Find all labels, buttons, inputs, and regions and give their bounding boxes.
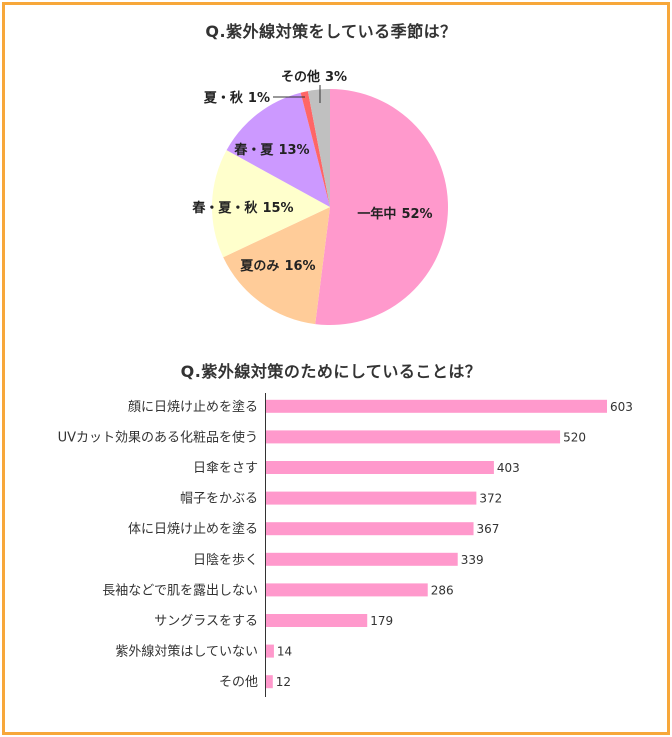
bar-category-label: 帽子をかぶる — [180, 491, 258, 507]
pie-slice-value: 13 — [278, 143, 296, 158]
bar — [266, 644, 274, 658]
pie-labels: 一年中 52% 夏のみ 16% 春・夏・秋 15% 春・夏 13% 夏・秋 1% その他 3% — [191, 69, 432, 274]
pie-slice-value: 15 — [262, 201, 280, 216]
bar — [266, 552, 458, 566]
bar-category-label: その他 — [219, 675, 258, 690]
bar — [266, 614, 368, 627]
pie-slice — [315, 89, 448, 325]
bar — [266, 522, 474, 536]
pie-slice-unit: % — [420, 207, 433, 222]
bar — [266, 583, 428, 597]
bar-value-label: 520 — [563, 430, 586, 444]
pie-data-label: 春・夏・秋 15% — [191, 200, 293, 216]
bar-value-label: 286 — [431, 583, 454, 597]
pie-data-label: 夏・秋 1% — [203, 90, 270, 106]
pie-slice-label: 夏のみ — [239, 259, 279, 274]
bar-value-label: 603 — [610, 400, 633, 414]
bar-value-label: 403 — [497, 461, 520, 475]
bar-category-label: 日陰を歩く — [193, 553, 258, 568]
pie-slice-value: 1 — [248, 91, 257, 106]
pie-chart-title: Q.紫外線対策をしている季節は？ — [205, 22, 456, 41]
bar-value-label: 367 — [477, 522, 500, 536]
pie-slice-unit: % — [334, 70, 347, 85]
pie-slice-label: 一年中 — [357, 206, 396, 222]
pie-slice-unit: % — [303, 259, 316, 274]
bar-category-label: UVカット効果のある化粧品を使う — [58, 429, 258, 445]
bar-category-label: 長袖などで肌を露出しない — [102, 583, 258, 598]
pie-slice — [307, 89, 330, 207]
bar — [266, 399, 607, 413]
pie-data-label: 夏のみ 16% — [239, 259, 315, 274]
pie-data-label: 一年中 52% — [357, 206, 432, 222]
bar-category-label: 体に日焼け止めを塗る — [128, 521, 258, 537]
bar-rows: 顔に日焼け止めを塗る 603 UVカット効果のある化粧品を使う 520 日傘をさす 403… — [58, 399, 633, 690]
bar-category-label: 日傘をさす — [193, 461, 258, 476]
pie-data-label: その他 3% — [281, 69, 347, 85]
bar-chart: Q.紫外線対策のためにしていることは？ 顔に日焼け止めを塗る 603 UVカット効果… — [58, 362, 633, 697]
pie-slice — [223, 207, 330, 325]
bar-category-label: 紫外線対策はしていない — [115, 644, 258, 660]
bar-value-label: 14 — [277, 645, 292, 659]
bar-category-label: 顔に日焼け止めを塗る — [128, 399, 258, 415]
pie-slice-label: その他 — [281, 69, 320, 85]
bar — [266, 491, 477, 505]
bar-value-label: 372 — [479, 492, 502, 506]
pie-data-label: 春・夏 13% — [233, 142, 309, 158]
pie-slice-value: 16 — [284, 259, 302, 274]
pie-slice-unit: % — [297, 143, 310, 158]
bar — [266, 675, 273, 689]
pie-slice-unit: % — [281, 201, 294, 216]
pie-slice-label: 夏・秋 — [203, 90, 244, 106]
bar-value-label: 339 — [461, 553, 484, 567]
pie-slice-value: 52 — [401, 207, 419, 222]
bar-category-label: サングラスをする — [154, 614, 258, 629]
pie-slice — [226, 92, 330, 207]
pie-slice — [212, 150, 330, 258]
bar-chart-title: Q.紫外線対策のためにしていることは？ — [181, 362, 482, 381]
pie-slice-unit: % — [257, 91, 270, 106]
bar — [266, 430, 561, 444]
bar-value-label: 12 — [276, 675, 291, 689]
pie-slice-value: 3 — [325, 70, 334, 85]
pie-slice-label: 春・夏 — [233, 142, 274, 158]
pie-slice — [300, 91, 330, 207]
bar-value-label: 179 — [370, 614, 393, 628]
pie-slices — [212, 89, 448, 325]
bar — [266, 461, 494, 474]
pie-chart: Q.紫外線対策をしている季節は？ 一年中 52%夏のみ 16%春・夏・秋 15%春・夏… — [191, 22, 456, 325]
pie-slice-label: 春・夏・秋 — [191, 200, 258, 216]
